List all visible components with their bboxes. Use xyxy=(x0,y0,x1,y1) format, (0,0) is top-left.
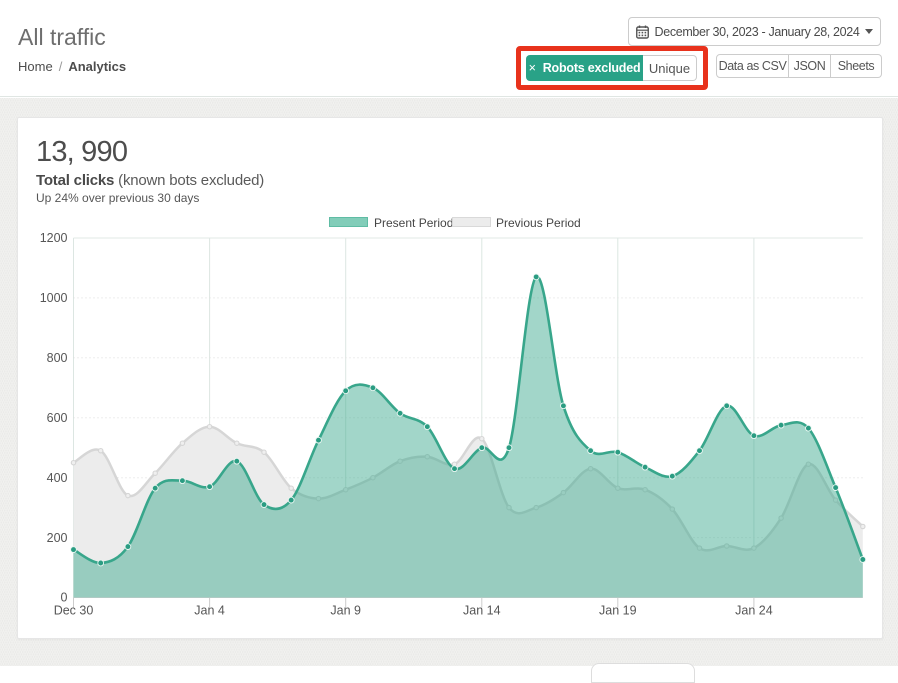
svg-text:200: 200 xyxy=(47,531,68,545)
svg-text:Jan 4: Jan 4 xyxy=(194,604,225,618)
svg-text:600: 600 xyxy=(47,411,68,425)
svg-text:1200: 1200 xyxy=(40,231,68,245)
svg-text:800: 800 xyxy=(47,351,68,365)
svg-text:Jan 24: Jan 24 xyxy=(735,604,773,618)
svg-text:Jan 9: Jan 9 xyxy=(330,604,361,618)
svg-text:400: 400 xyxy=(47,471,68,485)
svg-text:Jan 19: Jan 19 xyxy=(599,604,637,618)
svg-text:1000: 1000 xyxy=(40,291,68,305)
svg-text:Jan 14: Jan 14 xyxy=(463,604,501,618)
svg-text:Dec 30: Dec 30 xyxy=(54,604,94,618)
svg-text:0: 0 xyxy=(61,591,68,605)
